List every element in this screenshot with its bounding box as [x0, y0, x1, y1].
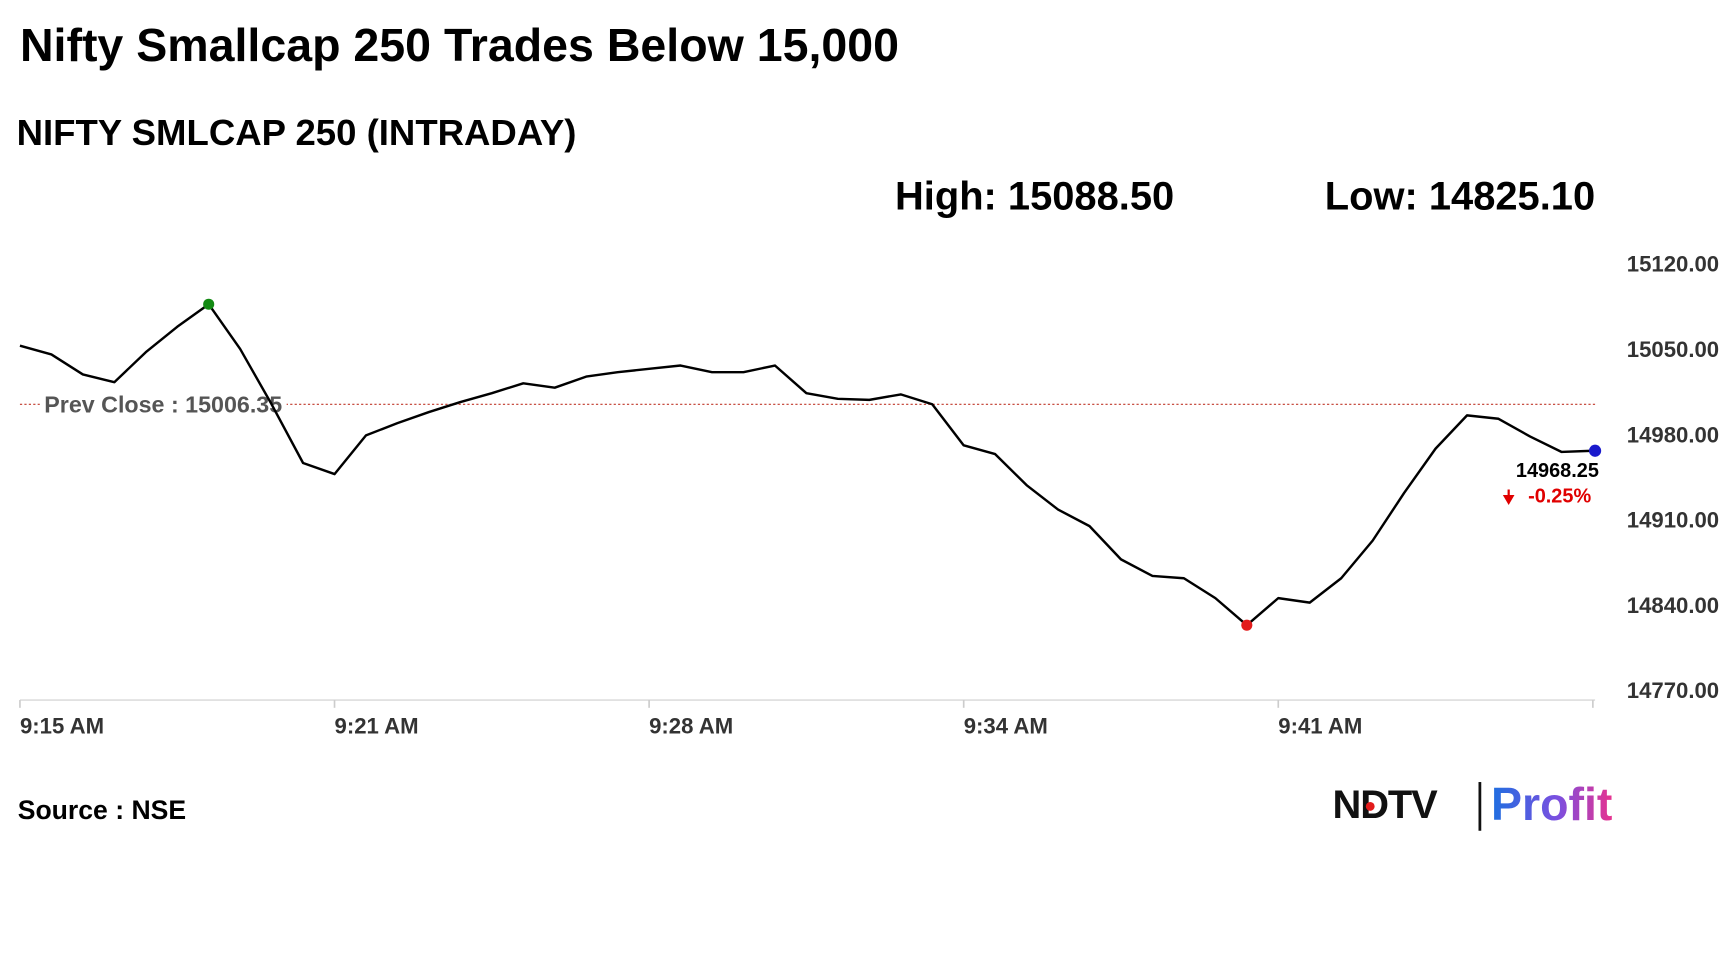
- y-tick-label: 14910.00: [1627, 508, 1719, 533]
- x-tick-label: 9:15 AM: [20, 714, 104, 739]
- y-tick-label: 14770.00: [1627, 678, 1719, 703]
- price-line: [19, 303, 1593, 627]
- down-arrow: [1502, 489, 1515, 506]
- logo-profit: Profit: [1491, 778, 1612, 830]
- x-tick-label: 9:41 AM: [1278, 714, 1362, 739]
- high-stat: High: 15088.50: [895, 174, 1174, 218]
- low-marker: [1241, 619, 1253, 631]
- y-tick-label: 14980.00: [1627, 422, 1719, 447]
- change-label: -0.25%: [1528, 486, 1591, 508]
- x-tick-label: 9:28 AM: [649, 714, 733, 739]
- low-value: 14825.10: [1429, 174, 1595, 218]
- low-label: Low:: [1325, 174, 1418, 218]
- last-marker: [1588, 444, 1602, 457]
- source: Source : NSE: [18, 795, 186, 825]
- high-value: 15088.50: [1008, 174, 1174, 218]
- logo-dot: [1365, 801, 1375, 811]
- low-stat: Low: 14825.10: [1325, 174, 1595, 218]
- chart-title: Nifty Smallcap 250 Trades Below 15,000: [20, 19, 899, 71]
- prev-close-text: Prev Close :: [44, 392, 178, 418]
- y-tick-label: 15120.00: [1627, 252, 1719, 277]
- x-tick-label: 9:34 AM: [964, 714, 1048, 739]
- x-tick-label: 9:21 AM: [335, 714, 419, 739]
- y-tick-label: 15050.00: [1627, 337, 1719, 362]
- prev-close-bg: [39, 391, 287, 418]
- chart-subtitle: NIFTY SMLCAP 250 (INTRADAY): [17, 112, 577, 153]
- logo: NDTV Profit: [1333, 778, 1612, 831]
- prev-close-label: Prev Close : 15006.35: [44, 392, 282, 418]
- high-marker: [203, 298, 215, 310]
- high-label: High:: [895, 174, 997, 218]
- last-value-label: 14968.25: [1516, 460, 1599, 482]
- y-tick-label: 14840.00: [1627, 593, 1719, 618]
- logo-ndtv: NDTV: [1333, 783, 1439, 827]
